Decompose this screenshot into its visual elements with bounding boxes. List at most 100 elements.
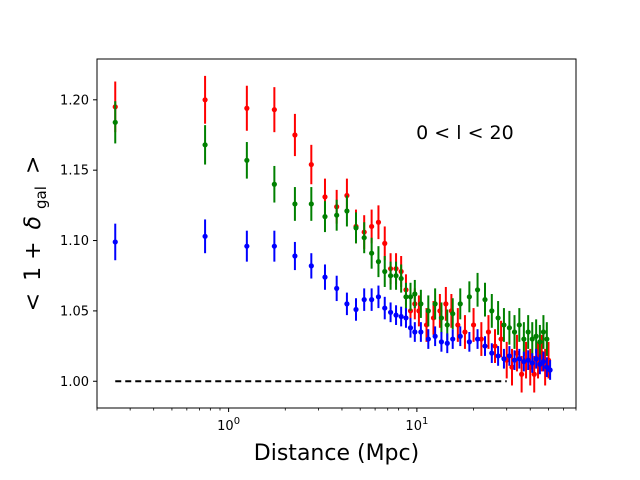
data-point	[271, 181, 277, 187]
data-point	[457, 333, 463, 339]
data-point	[407, 325, 414, 331]
data-point	[308, 161, 314, 168]
data-point	[444, 322, 450, 328]
data-point	[519, 371, 525, 377]
x-tick-label: 101	[405, 416, 428, 434]
data-point	[438, 315, 445, 321]
data-point	[403, 315, 409, 321]
data-point	[112, 119, 118, 125]
data-point	[202, 142, 208, 148]
data-point	[375, 259, 382, 265]
data-point	[489, 350, 495, 356]
data-point	[533, 333, 539, 339]
series-green	[112, 101, 550, 359]
data-point	[501, 356, 507, 362]
data-point	[547, 367, 553, 373]
data-point	[516, 322, 522, 328]
data-point	[521, 336, 527, 342]
data-point	[112, 239, 118, 245]
plot-frame	[96, 58, 577, 409]
data-point	[540, 358, 547, 365]
data-point	[485, 329, 492, 335]
y-label-lt: <	[21, 293, 46, 311]
data-point	[292, 132, 298, 138]
data-point	[544, 336, 550, 342]
annotation-text: 0 < l < 20	[416, 122, 514, 144]
data-point	[418, 329, 424, 335]
data-point	[398, 313, 404, 320]
data-point	[271, 243, 277, 249]
data-point	[462, 329, 468, 335]
data-point	[443, 301, 449, 307]
y-label-gt: >	[21, 156, 46, 174]
data-point	[361, 235, 367, 241]
data-point	[525, 357, 531, 363]
y-tick-label: 1.05	[60, 304, 89, 319]
data-point	[403, 294, 409, 300]
data-point	[393, 273, 399, 279]
data-point	[492, 343, 498, 349]
data-point	[202, 233, 208, 239]
data-point	[344, 301, 350, 307]
series-blue	[112, 219, 553, 380]
data-point	[495, 353, 501, 359]
data-point	[509, 364, 515, 370]
y-tick-label: 1.20	[60, 93, 89, 108]
x-axis-label: Distance (Mpc)	[254, 441, 419, 466]
data-point	[533, 356, 539, 362]
x-tick-label: 100	[217, 416, 240, 434]
data-point	[308, 201, 314, 207]
data-point	[516, 356, 522, 362]
data-point	[398, 275, 404, 282]
data-point	[387, 309, 394, 315]
data-point	[322, 194, 328, 200]
data-point	[540, 329, 547, 335]
data-point	[387, 273, 394, 279]
data-point	[361, 297, 367, 303]
data-point	[369, 223, 375, 230]
data-point	[382, 268, 388, 275]
y-label-subscript: gal	[32, 186, 50, 209]
y-tick-label: 1.15	[60, 164, 89, 179]
y-label-one-plus: 1 +	[21, 241, 46, 280]
data-point	[271, 107, 277, 113]
y-tick-label: 1.00	[60, 375, 89, 390]
data-point	[450, 336, 456, 342]
data-point	[244, 157, 250, 163]
data-point	[369, 250, 375, 256]
data-point	[393, 312, 399, 318]
data-point	[375, 294, 382, 300]
data-point	[322, 274, 328, 280]
data-point	[353, 225, 359, 231]
data-point	[432, 333, 438, 339]
data-point	[466, 294, 472, 300]
data-point	[466, 339, 472, 345]
data-point	[474, 336, 481, 342]
data-point	[474, 287, 481, 293]
data-point	[489, 308, 495, 314]
data-point	[369, 297, 375, 303]
data-point	[529, 336, 535, 342]
data-point	[382, 240, 388, 246]
data-point	[457, 301, 463, 307]
data-point	[514, 350, 520, 356]
data-point	[511, 329, 518, 335]
data-point	[537, 339, 543, 345]
data-point	[506, 325, 512, 331]
data-point	[506, 353, 512, 359]
data-point	[470, 322, 477, 328]
data-point	[450, 311, 456, 317]
data-point	[382, 305, 388, 311]
data-point	[322, 214, 328, 220]
data-point	[498, 336, 504, 342]
data-point	[501, 322, 507, 328]
data-point	[353, 306, 359, 313]
data-point	[537, 361, 543, 367]
data-point	[511, 357, 518, 363]
data-point	[375, 219, 382, 225]
data-point	[334, 285, 340, 291]
data-point	[531, 371, 537, 377]
data-point	[292, 253, 298, 259]
